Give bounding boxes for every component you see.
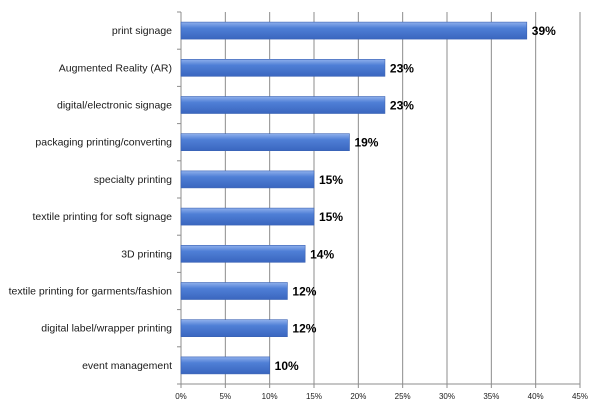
x-tick-label: 35%: [483, 392, 499, 401]
bar: [180, 319, 288, 338]
bar: [180, 58, 386, 77]
category-label: specialty printing: [94, 174, 172, 186]
category-label: digital/electronic signage: [57, 100, 172, 112]
data-label: 15%: [319, 210, 343, 224]
data-label: 14%: [310, 247, 334, 261]
x-tick-label: 10%: [262, 392, 278, 401]
data-label: 15%: [319, 173, 343, 187]
x-tick-label: 45%: [572, 392, 588, 401]
data-label: 23%: [390, 61, 414, 75]
category-label: textile printing for garments/fashion: [9, 286, 173, 298]
bar: [180, 356, 270, 375]
data-label: 19%: [354, 136, 378, 150]
x-tick-label: 0%: [175, 392, 187, 401]
bars: [180, 21, 528, 375]
bar: [180, 245, 306, 263]
data-label: 10%: [275, 359, 299, 373]
data-label: 39%: [532, 24, 556, 38]
category-labels: print signage Augmented Reality (AR) digit…: [9, 25, 173, 372]
bar: [180, 133, 350, 151]
x-tick-label: 20%: [350, 392, 366, 401]
data-label: 23%: [390, 99, 414, 113]
category-label: textile printing for soft signage: [33, 211, 173, 223]
bar: [180, 96, 386, 114]
category-label: packaging printing/converting: [35, 137, 172, 149]
category-label: event management: [82, 360, 172, 372]
x-tick-label: 5%: [220, 392, 232, 401]
axes: [177, 11, 581, 388]
x-tick-labels: 0% 5% 10% 15% 20% 25% 30% 35% 40% 45%: [175, 392, 588, 401]
category-label: digital label/wrapper printing: [41, 323, 172, 335]
bar: [180, 207, 315, 226]
category-label: print signage: [112, 25, 172, 37]
x-tick-label: 30%: [439, 392, 455, 401]
category-label: 3D printing: [121, 248, 172, 260]
bar: [180, 21, 528, 40]
data-labels: 39% 23% 23% 19% 15% 15% 14% 12% 12% 10%: [275, 24, 556, 373]
category-label: Augmented Reality (AR): [59, 62, 172, 74]
x-tick-label: 40%: [528, 392, 544, 401]
x-tick-label: 25%: [395, 392, 411, 401]
bar: [180, 170, 315, 189]
x-tick-label: 15%: [306, 392, 322, 401]
data-label: 12%: [292, 322, 316, 336]
bar: [180, 282, 288, 300]
data-label: 12%: [292, 285, 316, 299]
